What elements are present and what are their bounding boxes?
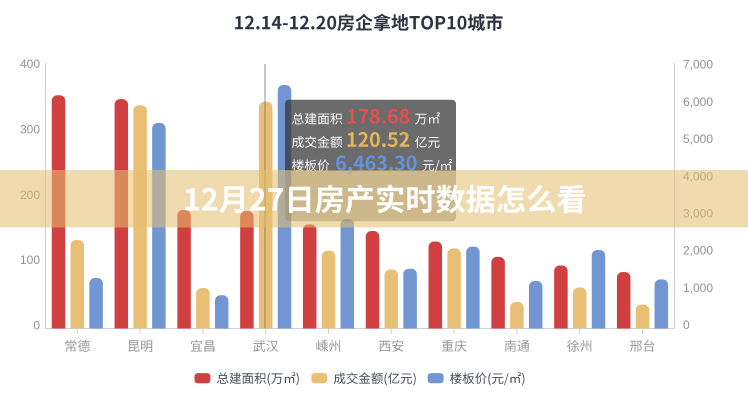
svg-text:1,000: 1,000 xyxy=(683,281,713,295)
svg-text:7,000: 7,000 xyxy=(683,58,713,72)
svg-text:300: 300 xyxy=(20,123,40,137)
svg-text:2,000: 2,000 xyxy=(683,244,713,258)
svg-text:100: 100 xyxy=(20,253,40,267)
svg-text:5,000: 5,000 xyxy=(683,132,713,146)
svg-text:0: 0 xyxy=(33,319,40,333)
svg-text:6,000: 6,000 xyxy=(683,95,713,109)
svg-text:400: 400 xyxy=(20,57,40,71)
svg-text:0: 0 xyxy=(683,318,690,332)
